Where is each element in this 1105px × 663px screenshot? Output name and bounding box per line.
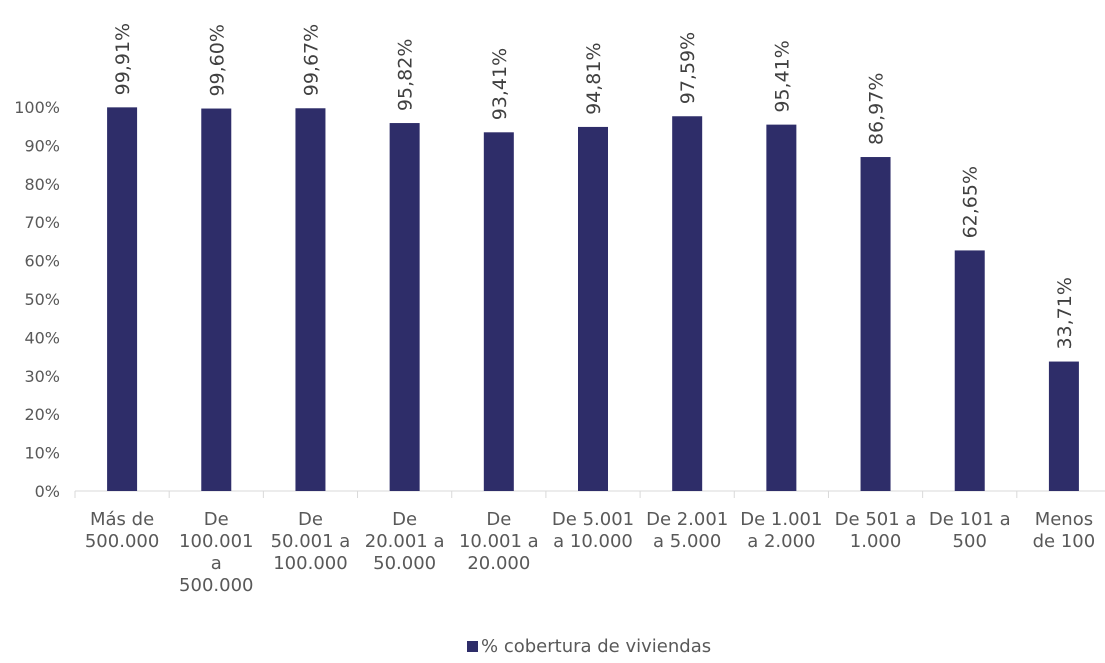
y-tick-label: 30% [24, 367, 60, 386]
y-tick-label: 0% [35, 482, 60, 501]
data-label: 99,60% [206, 24, 228, 96]
category-label: De 50.001 a 100.000 [271, 509, 351, 574]
bar [201, 108, 232, 491]
bar [389, 123, 420, 491]
y-tick-label: 40% [24, 328, 60, 347]
data-label: 33,71% [1054, 277, 1076, 349]
category-label: De 101 a 500 [929, 509, 1011, 552]
legend-swatch [467, 641, 478, 652]
bar [1048, 361, 1079, 491]
y-tick-label: 20% [24, 405, 60, 424]
category-label: De 100.001 a 500.000 [179, 509, 253, 596]
bar [954, 250, 985, 491]
y-tick-label: 60% [24, 252, 60, 271]
category-label: De 501 a 1.000 [835, 509, 917, 552]
y-tick-label: 90% [24, 136, 60, 155]
y-tick-label: 100% [14, 98, 60, 117]
bar [672, 116, 703, 492]
category-label: De 20.001 a 50.000 [365, 509, 445, 574]
data-label: 86,97% [866, 73, 888, 145]
data-label: 94,81% [583, 42, 605, 114]
category-label: De 10.001 a 20.000 [459, 509, 539, 574]
data-label: 62,65% [960, 166, 982, 238]
category-label: Más de 500.000 [85, 509, 159, 552]
bar [766, 124, 797, 491]
y-tick-label: 10% [24, 444, 60, 463]
data-label: 93,41% [489, 48, 511, 120]
data-label: 97,59% [677, 32, 699, 104]
category-label: De 1.001 a 2.000 [740, 509, 822, 552]
data-label: 95,41% [771, 40, 793, 112]
legend-label: % cobertura de viviendas [481, 636, 711, 657]
category-label: De 5.001 a 10.000 [552, 509, 634, 552]
bar [107, 107, 138, 492]
category-label: Menos de 100 [1033, 509, 1096, 552]
bar [295, 108, 326, 491]
data-label: 99,91% [112, 23, 134, 95]
y-tick-label: 70% [24, 213, 60, 232]
y-tick-label: 50% [24, 290, 60, 309]
y-tick-label: 80% [24, 175, 60, 194]
data-label: 95,82% [395, 39, 417, 111]
data-label: 99,67% [300, 24, 322, 96]
bar [860, 157, 891, 491]
bar [483, 132, 514, 491]
category-label: De 2.001 a 5.000 [646, 509, 728, 552]
bar [578, 126, 608, 492]
